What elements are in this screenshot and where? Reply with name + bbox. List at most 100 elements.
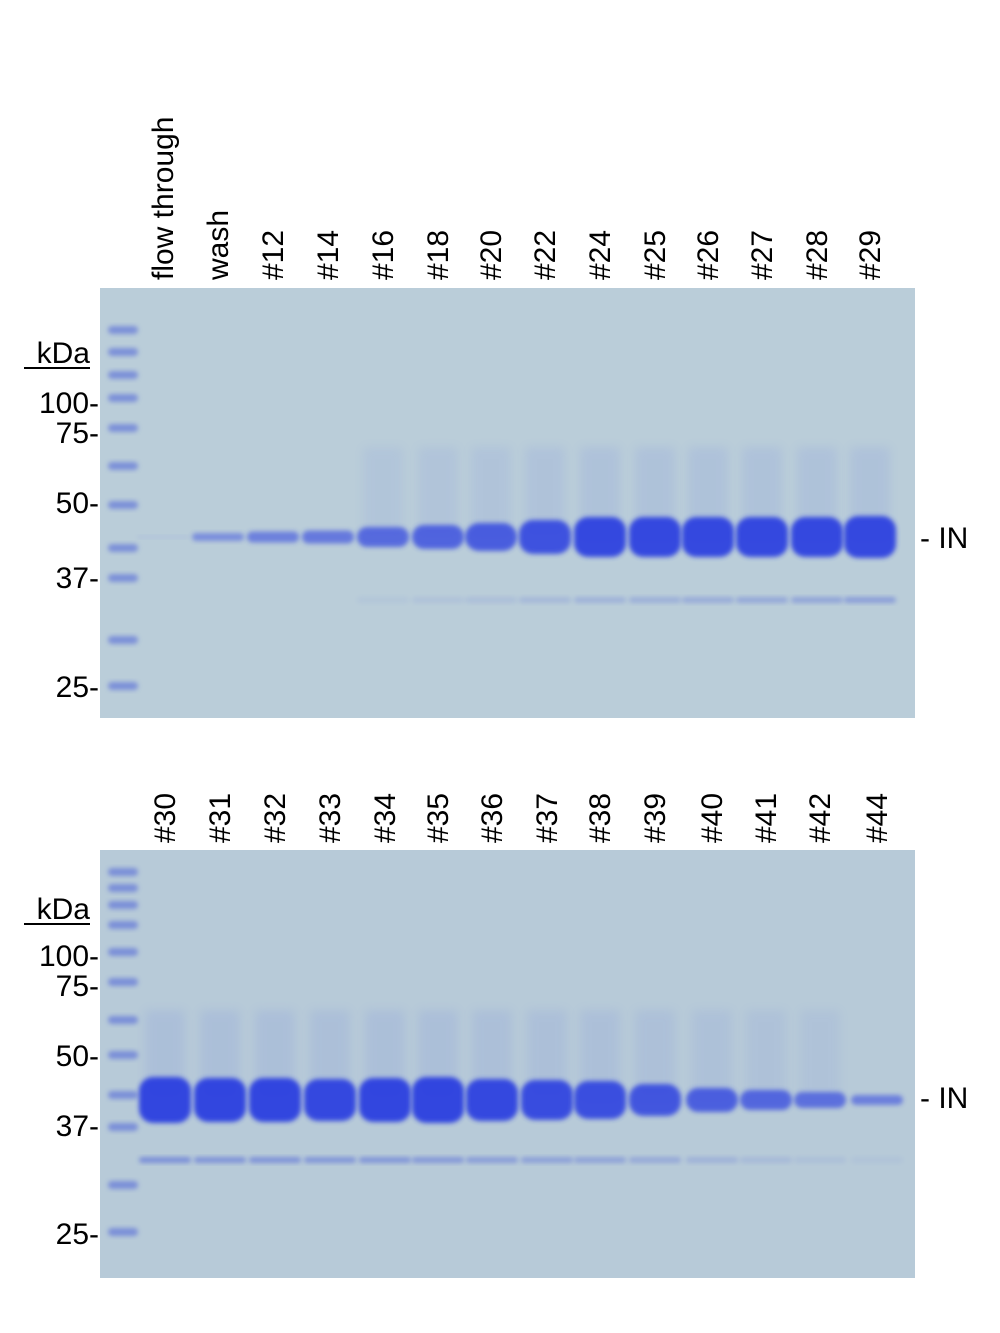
lane-label: #16	[367, 230, 400, 280]
ladder-band	[108, 462, 138, 470]
lane-label: #36	[476, 793, 509, 843]
minor-band	[249, 1157, 301, 1163]
protein-band	[304, 1079, 356, 1121]
marker-label: 25-	[56, 1218, 99, 1251]
lane-label: #22	[529, 230, 562, 280]
protein-band	[192, 533, 244, 541]
protein-band	[521, 1080, 573, 1120]
ladder-band	[108, 1051, 138, 1059]
ladder-band	[108, 348, 138, 356]
marker-label: 25-	[56, 671, 99, 704]
band-smear	[800, 1010, 840, 1100]
lane-label: #37	[531, 793, 564, 843]
band-label: - IN	[920, 1082, 968, 1115]
marker-unit: kDa	[37, 893, 91, 926]
protein-band	[574, 517, 626, 557]
ladder-band	[108, 501, 138, 509]
ladder-band	[108, 901, 138, 909]
minor-band	[629, 597, 681, 603]
protein-band	[736, 517, 788, 557]
protein-band	[139, 1077, 191, 1123]
minor-band	[794, 1157, 846, 1163]
marker-label: 50-	[56, 1040, 99, 1073]
protein-band	[359, 1078, 411, 1122]
lane-label: #27	[746, 230, 779, 280]
minor-band	[521, 1157, 573, 1163]
protein-band	[844, 516, 896, 558]
lane-label: #44	[861, 793, 894, 843]
lane-label: #38	[584, 793, 617, 843]
lane-label: #32	[259, 793, 292, 843]
minor-band	[682, 597, 734, 603]
band-smear	[363, 447, 403, 537]
lane-label: #12	[257, 230, 290, 280]
protein-band	[194, 1078, 246, 1122]
ladder-band	[108, 1123, 138, 1131]
minor-band	[139, 1157, 191, 1163]
ladder-band	[108, 371, 138, 379]
ladder-band	[108, 1091, 138, 1099]
protein-band	[629, 517, 681, 557]
protein-band	[302, 530, 354, 544]
protein-band	[682, 517, 734, 557]
marker-label: 50-	[56, 487, 99, 520]
band-smear	[692, 1010, 732, 1100]
ladder-band	[108, 948, 138, 956]
marker-label: 75-	[56, 970, 99, 1003]
marker-label: 100-	[39, 940, 99, 973]
band-smear	[418, 447, 458, 537]
minor-band	[304, 1157, 356, 1163]
lane-label: #40	[696, 793, 729, 843]
protein-band	[794, 1092, 846, 1108]
protein-band	[466, 1079, 518, 1121]
lane-label: #14	[312, 230, 345, 280]
protein-band	[137, 535, 189, 539]
ladder-band	[108, 1228, 138, 1236]
lane-label: #35	[422, 793, 455, 843]
ladder-band	[108, 574, 138, 582]
ladder-band	[108, 1016, 138, 1024]
minor-band	[465, 597, 517, 603]
protein-band	[519, 520, 571, 554]
protein-band	[412, 525, 464, 549]
ladder-band	[108, 868, 138, 876]
lane-label: #25	[639, 230, 672, 280]
ladder-band	[108, 884, 138, 892]
lane-label: #31	[204, 793, 237, 843]
ladder-band	[108, 921, 138, 929]
protein-band	[412, 1077, 464, 1123]
ladder-band	[108, 978, 138, 986]
lane-label: #28	[801, 230, 834, 280]
protein-band	[851, 1095, 903, 1105]
minor-band	[574, 1157, 626, 1163]
minor-band	[736, 597, 788, 603]
protein-band	[791, 517, 843, 557]
minor-band	[574, 597, 626, 603]
marker-label: 37-	[56, 562, 99, 595]
lane-label: #33	[314, 793, 347, 843]
marker-label: 100-	[39, 387, 99, 420]
marker-unit: kDa	[37, 337, 91, 370]
ladder-band	[108, 682, 138, 690]
minor-band	[412, 597, 464, 603]
lane-label: #26	[692, 230, 725, 280]
protein-band	[357, 527, 409, 547]
band-label: - IN	[920, 522, 968, 555]
minor-band	[686, 1157, 738, 1163]
protein-band	[247, 531, 299, 543]
lane-label: flow through	[147, 117, 180, 280]
protein-band	[574, 1081, 626, 1119]
lane-label: #39	[639, 793, 672, 843]
protein-band	[740, 1090, 792, 1110]
lane-label: #24	[584, 230, 617, 280]
minor-band	[519, 597, 571, 603]
lane-label: wash	[202, 210, 235, 281]
band-smear	[746, 1010, 786, 1100]
ladder-band	[108, 1181, 138, 1189]
lane-label: #41	[750, 793, 783, 843]
minor-band	[791, 597, 843, 603]
ladder-band	[108, 544, 138, 552]
protein-band	[686, 1088, 738, 1112]
lane-label: #42	[804, 793, 837, 843]
